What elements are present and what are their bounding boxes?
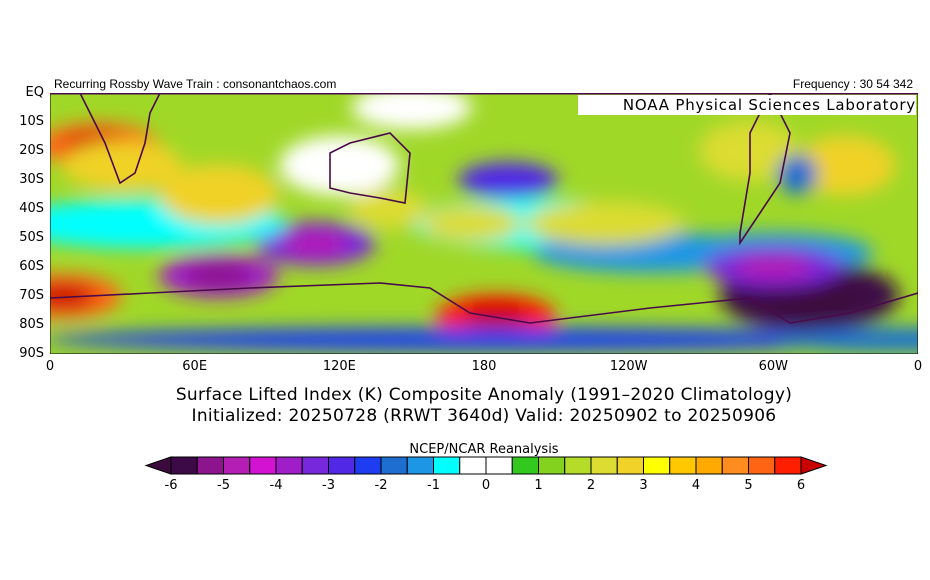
- lat-tick-label: 80S: [19, 317, 44, 332]
- lat-tick-label: 60S: [19, 259, 44, 274]
- colorbar-swatch: [748, 456, 776, 475]
- colorbar-tick-label: 3: [639, 478, 648, 493]
- lat-tick-label: 30S: [19, 172, 44, 187]
- chart-title: Surface Lifted Index (K) Composite Anoma…: [175, 385, 793, 405]
- anomaly-region: [795, 135, 896, 196]
- colorbar-tick-label: 1: [534, 478, 543, 493]
- colorbar-tick-label: 0: [481, 478, 491, 493]
- anomaly-region: [463, 304, 530, 329]
- lon-tick-label: 120E: [322, 359, 356, 374]
- colorbar-swatch: [301, 456, 329, 475]
- colorbar-swatch: [459, 456, 487, 475]
- colorbar-swatch: [590, 456, 618, 475]
- header-left: Recurring Rossby Wave Train : consonantc…: [54, 77, 337, 91]
- lon-tick-label: 120W: [609, 359, 648, 374]
- colorbar-swatch: [485, 456, 513, 475]
- anomaly-region: [50, 283, 96, 309]
- colorbar-tick-label: 4: [691, 478, 701, 493]
- coastline-antarctica: [50, 282, 918, 324]
- colorbar-swatch: [406, 456, 434, 475]
- colorbar-swatch: [380, 456, 408, 475]
- colorbar-tick-label: -6: [164, 478, 178, 493]
- anomaly-region: [351, 93, 472, 130]
- colorbar-tick-label: -1: [427, 478, 440, 493]
- coastline-south-america: [739, 93, 791, 246]
- lat-tick-label: 20S: [19, 143, 44, 158]
- colorbar-over-triangle: [800, 456, 828, 475]
- coastline-africa: [79, 93, 161, 185]
- colorbar: [144, 456, 828, 475]
- lat-tick-label: 10S: [19, 114, 44, 129]
- anomaly-region: [158, 164, 279, 225]
- colorbar-swatch: [643, 456, 671, 475]
- colorbar-swatch: [433, 456, 461, 475]
- colorbar-swatch: [616, 456, 644, 475]
- lon-tick-label: 180: [471, 359, 497, 374]
- anomaly-region: [282, 231, 349, 256]
- anomaly-region: [347, 189, 428, 229]
- colorbar-swatch: [196, 456, 224, 475]
- colorbar-swatch: [354, 456, 382, 475]
- colorbar-swatch: [511, 456, 539, 475]
- anomaly-region: [777, 154, 818, 195]
- lat-tick-label: 90S: [19, 346, 44, 361]
- anomaly-region: [773, 327, 918, 352]
- lon-tick-label: 60E: [182, 359, 208, 374]
- lat-tick-label: 70S: [19, 288, 44, 303]
- coastline-australia: [329, 132, 411, 204]
- colorbar-swatch: [669, 456, 697, 475]
- colorbar-swatch: [275, 456, 303, 475]
- colorbar-tick-label: -2: [374, 478, 388, 493]
- colorbar-swatch: [538, 456, 566, 475]
- colorbar-swatch: [170, 456, 198, 475]
- anomaly-region: [50, 327, 918, 352]
- lat-tick-label: EQ: [25, 85, 44, 100]
- colorbar-swatch: [223, 456, 251, 475]
- colorbar-swatch: [328, 456, 356, 475]
- credit-label: NOAA Physical Sciences Laboratory: [578, 95, 916, 115]
- colorbar-under-triangle: [144, 456, 172, 475]
- colorbar-tick-label: 5: [744, 478, 753, 493]
- colorbar-swatch: [695, 456, 723, 475]
- colorbar-tick-label: -3: [322, 478, 335, 493]
- map-plot: [50, 93, 918, 354]
- colorbar-swatch: [249, 456, 277, 475]
- source-label: NCEP/NCAR Reanalysis: [409, 442, 559, 457]
- lat-tick-label: 40S: [19, 201, 44, 216]
- lon-tick-label: 0: [913, 359, 923, 374]
- anomaly-region: [458, 162, 559, 198]
- colorbar-tick-label: 6: [796, 478, 806, 493]
- colorbar-tick-label: 2: [586, 478, 596, 493]
- colorbar-tick-label: -4: [269, 478, 283, 493]
- chart-subtitle: Initialized: 20250728 (RRWT 3640d) Valid…: [191, 406, 777, 426]
- lat-tick-label: 50S: [19, 230, 44, 245]
- colorbar-tick-label: -5: [217, 478, 230, 493]
- anomaly-region: [734, 256, 812, 278]
- lon-tick-label: 0: [45, 359, 55, 374]
- colorbar-swatch: [721, 456, 749, 475]
- anomaly-region: [279, 135, 400, 196]
- colorbar-swatch: [774, 456, 802, 475]
- header-right: Frequency : 30 54 342: [792, 77, 913, 91]
- lon-tick-label: 60W: [758, 359, 789, 374]
- anomaly-region: [185, 263, 252, 288]
- anomaly-region: [62, 140, 183, 191]
- anomaly-region: [524, 201, 685, 246]
- colorbar-swatch: [564, 456, 592, 475]
- anomaly-region: [421, 205, 522, 242]
